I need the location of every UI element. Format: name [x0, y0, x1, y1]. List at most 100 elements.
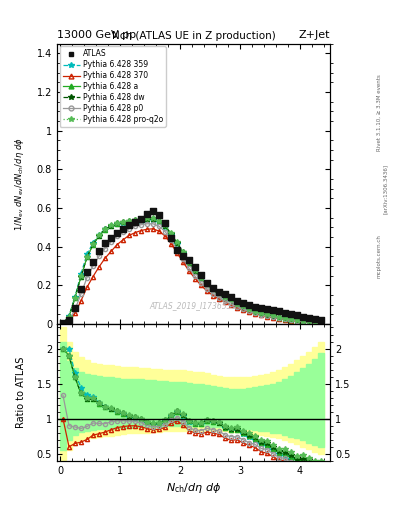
Bar [156, 381, 162, 427]
Bar [168, 370, 174, 431]
Bar [120, 379, 126, 428]
ATLAS [90, 258, 96, 266]
Bar [294, 360, 300, 444]
Bar [216, 376, 222, 431]
ATLAS [258, 304, 264, 312]
Bar [174, 370, 180, 431]
ATLAS [192, 263, 198, 271]
Bar [228, 377, 234, 432]
ATLAS [96, 247, 102, 255]
Text: [arXiv:1306.3436]: [arXiv:1306.3436] [383, 164, 387, 215]
ATLAS [198, 270, 204, 279]
Bar [72, 368, 78, 435]
Bar [306, 364, 312, 442]
ATLAS [318, 316, 324, 324]
Bar [264, 385, 270, 431]
Bar [318, 342, 324, 454]
Bar [252, 387, 258, 430]
ATLAS [312, 315, 318, 323]
Bar [96, 376, 102, 429]
Bar [270, 372, 276, 437]
Y-axis label: $1/N_{\rm ev}\ dN_{\rm ev}/dN_{\rm ch}/d\eta\ d\phi$: $1/N_{\rm ev}\ dN_{\rm ev}/dN_{\rm ch}/d… [13, 137, 26, 230]
ATLAS [72, 304, 78, 312]
Bar [246, 377, 252, 434]
Bar [300, 356, 306, 447]
Bar [174, 381, 180, 426]
Bar [222, 388, 228, 428]
Bar [144, 368, 150, 433]
Bar [240, 377, 246, 433]
Bar [216, 387, 222, 427]
Bar [210, 374, 216, 431]
Bar [294, 372, 300, 438]
ATLAS [120, 225, 126, 233]
ATLAS [102, 239, 108, 247]
ATLAS [144, 209, 150, 218]
Bar [186, 371, 192, 431]
Bar [228, 389, 234, 428]
Bar [234, 377, 240, 432]
Bar [300, 368, 306, 440]
Bar [204, 373, 210, 431]
ATLAS [210, 284, 216, 292]
Bar [180, 382, 186, 426]
ATLAS [306, 314, 312, 322]
ATLAS [174, 246, 180, 254]
Bar [72, 352, 78, 443]
Bar [210, 387, 216, 427]
Bar [126, 368, 132, 434]
Bar [84, 360, 90, 438]
Bar [96, 364, 102, 437]
ATLAS [180, 252, 186, 261]
Bar [102, 365, 108, 436]
Bar [66, 342, 72, 450]
Bar [270, 383, 276, 433]
ATLAS [114, 229, 120, 237]
ATLAS [156, 210, 162, 219]
ATLAS [216, 288, 222, 296]
Bar [132, 379, 138, 427]
Bar [234, 389, 240, 429]
ATLAS [78, 285, 84, 293]
Bar [84, 374, 90, 431]
ATLAS [228, 293, 234, 301]
Bar [240, 389, 246, 429]
Bar [288, 376, 294, 437]
ATLAS [240, 298, 246, 307]
Bar [90, 375, 96, 430]
ATLAS [270, 306, 276, 314]
ATLAS [66, 316, 72, 324]
ATLAS [186, 256, 192, 264]
ATLAS [204, 279, 210, 287]
ATLAS [132, 218, 138, 226]
Bar [150, 380, 156, 427]
Bar [258, 387, 264, 431]
ATLAS [162, 219, 168, 227]
Bar [78, 357, 84, 440]
Bar [222, 377, 228, 431]
ATLAS [222, 290, 228, 298]
Bar [138, 368, 144, 433]
ATLAS [138, 215, 144, 223]
Bar [162, 381, 168, 426]
Bar [60, 328, 66, 460]
Bar [126, 379, 132, 428]
Text: mcplots.cern.ch: mcplots.cern.ch [377, 234, 382, 278]
Bar [252, 376, 258, 434]
Bar [276, 381, 282, 434]
ATLAS [84, 268, 90, 276]
ATLAS [108, 234, 114, 242]
ATLAS [246, 301, 252, 309]
Legend: ATLAS, Pythia 6.428 359, Pythia 6.428 370, Pythia 6.428 a, Pythia 6.428 dw, Pyth: ATLAS, Pythia 6.428 359, Pythia 6.428 37… [60, 46, 166, 127]
ATLAS [288, 310, 294, 318]
Bar [288, 364, 294, 442]
Bar [312, 347, 318, 452]
ATLAS [126, 221, 132, 229]
Bar [180, 370, 186, 431]
ATLAS [60, 319, 66, 328]
ATLAS [294, 311, 300, 319]
Bar [78, 372, 84, 432]
ATLAS [150, 207, 156, 215]
ATLAS [264, 305, 270, 313]
Bar [318, 353, 324, 447]
